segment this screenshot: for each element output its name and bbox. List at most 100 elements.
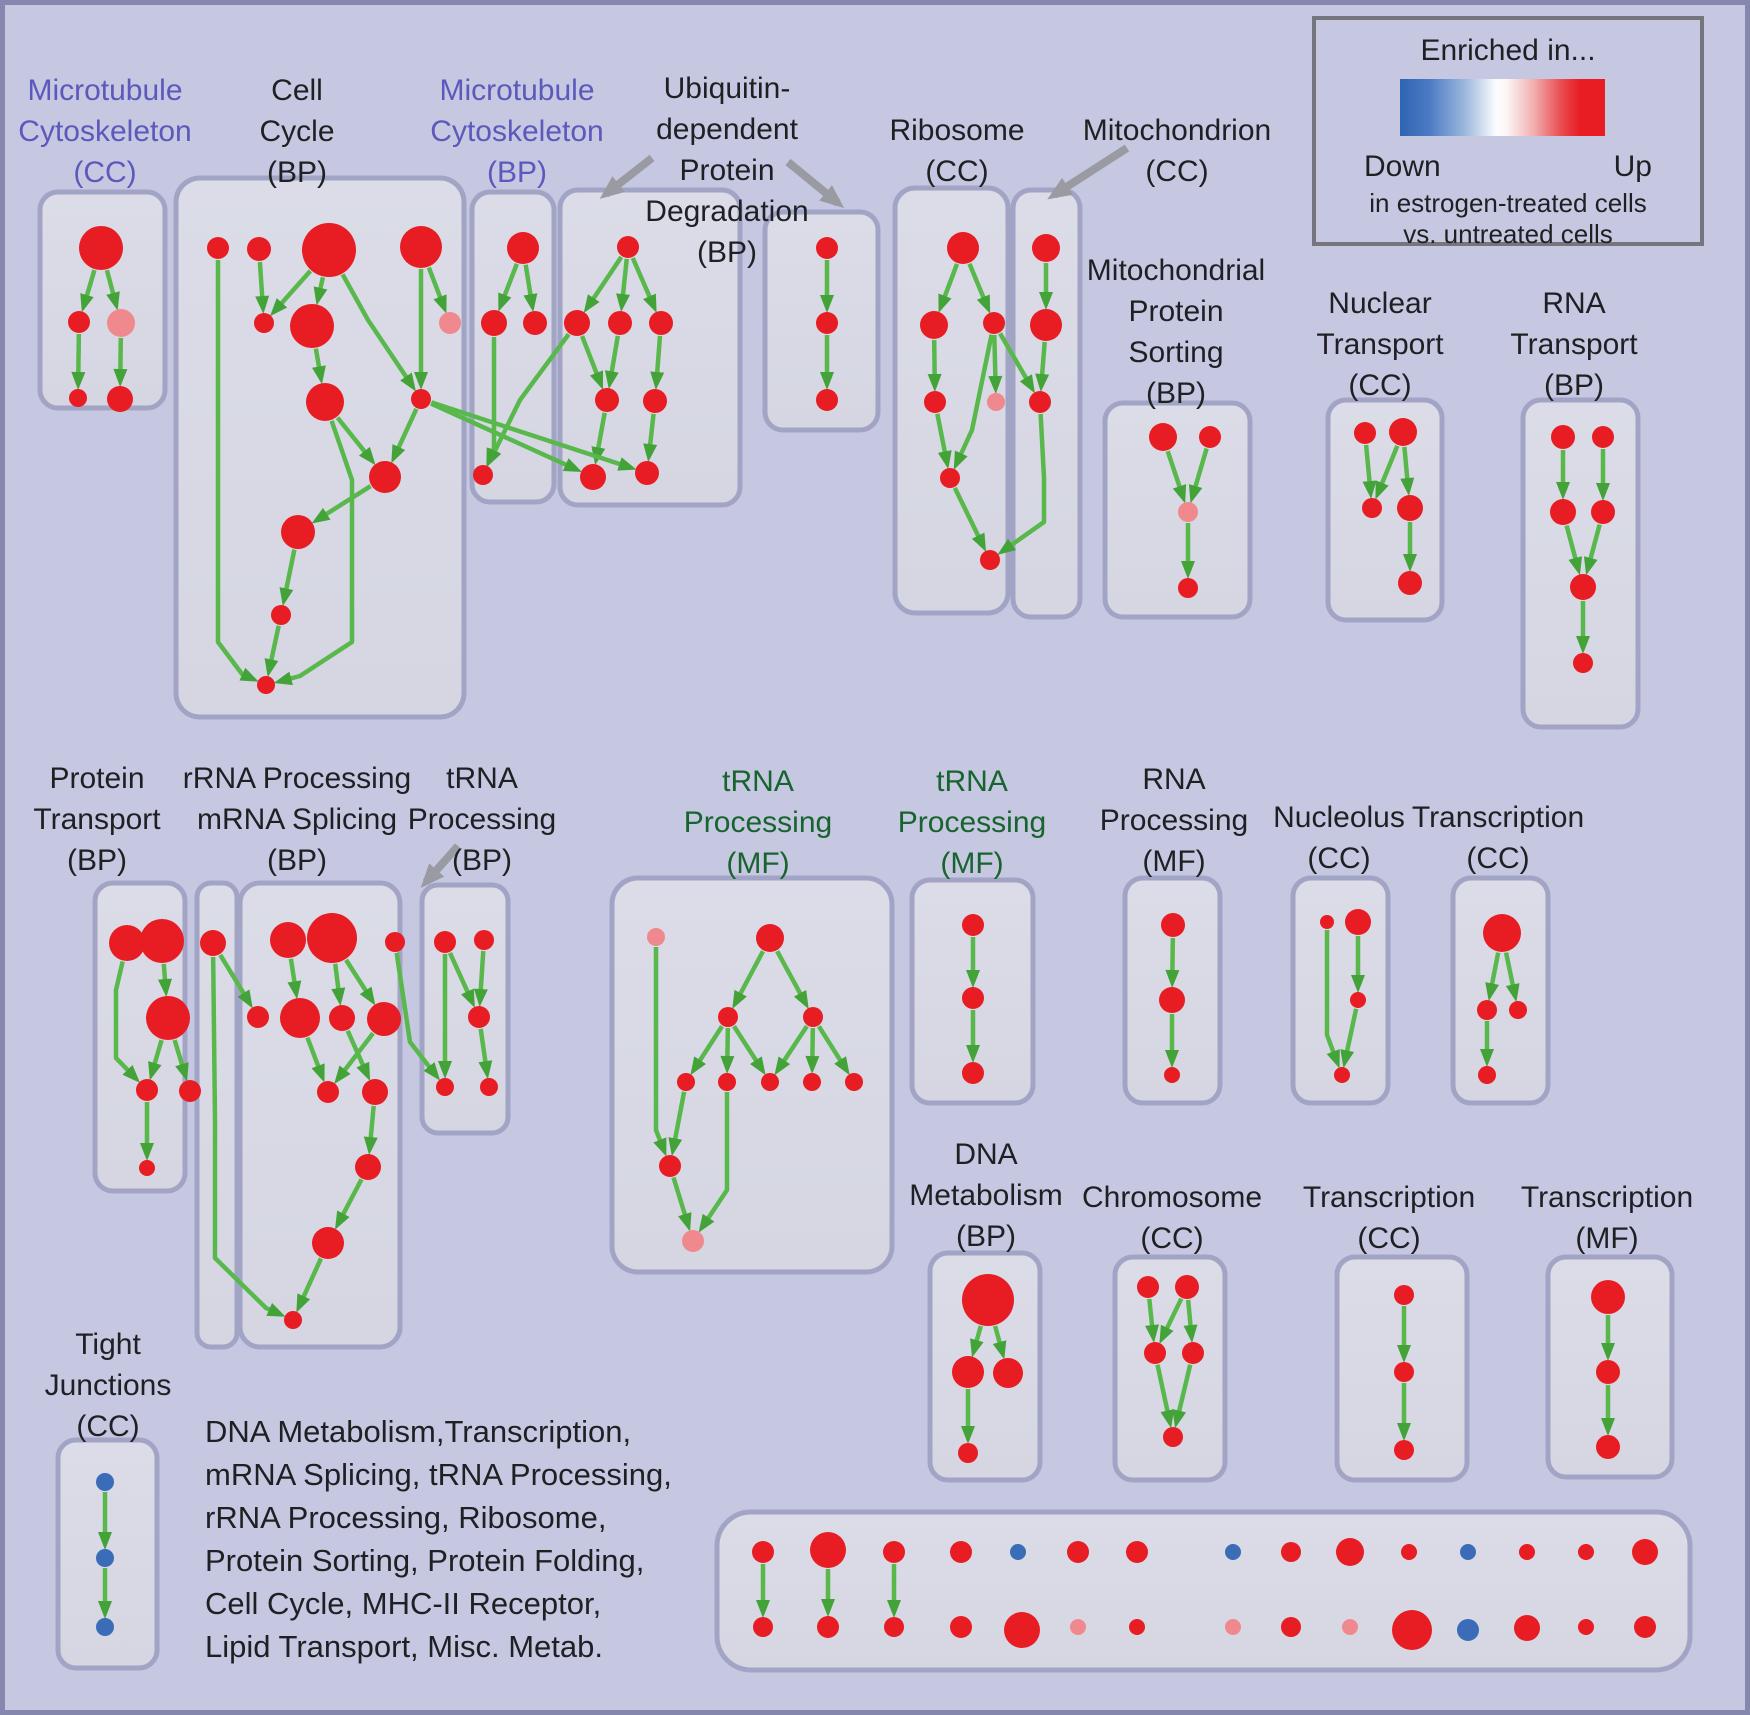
edge-arrow <box>334 1178 364 1230</box>
go-term-node <box>468 1006 490 1028</box>
edge-arrow <box>998 332 1035 394</box>
edge-arrow <box>498 263 519 312</box>
ubiquitin-arrow-right <box>785 158 845 209</box>
go-term-node <box>247 1006 269 1028</box>
go-term-node <box>987 393 1005 411</box>
edge-arrow <box>579 335 604 390</box>
edge-arrow <box>218 953 253 1009</box>
edge-arrow <box>1324 930 1340 1069</box>
go-term-node <box>756 924 784 952</box>
go-term-node <box>439 312 461 334</box>
go-term-node <box>1483 914 1521 952</box>
go-term-node <box>1457 1619 1479 1641</box>
go-term-node <box>1460 1544 1476 1560</box>
mtbp-label: Microtubule Cytoskeleton (BP) <box>430 74 604 189</box>
legend-up-label: Up <box>1613 150 1652 183</box>
trna-bp-label: tRNA Processing (BP) <box>407 762 557 877</box>
go-term-node <box>1592 426 1614 448</box>
collapsed-clusters-line: Lipid Transport, Misc. Metab. <box>205 1629 603 1664</box>
edge-arrow <box>311 484 372 524</box>
go-term-node <box>362 1079 388 1105</box>
cluster-box-rnat <box>1520 397 1641 730</box>
go-term-node <box>580 464 606 490</box>
edge-arrow <box>1165 450 1187 504</box>
go-term-node <box>411 389 431 409</box>
go-term-node <box>367 1002 401 1036</box>
go-term-node <box>761 1073 779 1091</box>
go-term-node <box>1350 992 1366 1008</box>
go-term-node <box>1334 1067 1350 1083</box>
go-term-node <box>649 311 673 335</box>
go-term-node <box>436 1078 454 1096</box>
mps-label: Mitochondrial Protein Sorting (BP) <box>1086 254 1266 410</box>
go-term-node <box>1161 913 1185 937</box>
edge-arrow <box>805 1027 820 1075</box>
go-term-node <box>96 1473 114 1491</box>
protein-transport-label: Protein Transport (BP) <box>33 762 161 877</box>
go-term-node <box>1225 1619 1241 1635</box>
go-term-node <box>950 1541 972 1563</box>
go-term-node <box>1225 1544 1241 1560</box>
transcription-cc1-label: Transcription (CC) <box>1411 801 1585 875</box>
go-term-node <box>369 461 401 493</box>
nuclear-transport-label: Nuclear Transport (CC) <box>1316 287 1444 402</box>
go-term-node <box>1178 502 1198 522</box>
go-term-node <box>635 461 659 485</box>
go-term-node <box>1159 987 1185 1013</box>
edge-arrow <box>1362 444 1377 500</box>
go-term-node <box>107 309 135 337</box>
edge-arrow <box>113 337 128 388</box>
go-term-node <box>1578 1619 1594 1635</box>
edge-arrow <box>668 1091 687 1157</box>
edge-arrow <box>953 334 994 470</box>
go-term-node <box>993 1358 1023 1388</box>
transcription-mf-label: Transcription (MF) <box>1520 1181 1694 1255</box>
go-term-node <box>1591 1280 1625 1314</box>
edge-arrow <box>312 348 326 385</box>
edge-arrow <box>313 276 328 306</box>
go-term-node <box>523 311 547 335</box>
go-term-node <box>1320 915 1334 929</box>
edge-arrow <box>296 1257 324 1313</box>
go-term-node <box>109 925 145 961</box>
go-term-node <box>139 1160 155 1176</box>
edge-arrow <box>478 1028 493 1080</box>
edge-arrow <box>671 1176 692 1232</box>
edge-arrow <box>157 963 172 998</box>
ribosome-label: Ribosome (CC) <box>889 114 1025 188</box>
go-term-node <box>136 1079 158 1101</box>
edge-arrow <box>591 412 607 466</box>
go-term-node <box>1342 1619 1358 1635</box>
go-term-node <box>810 1532 846 1568</box>
edge-arrow <box>1400 446 1415 497</box>
edge-arrow <box>1155 1364 1175 1429</box>
go-term-node <box>280 998 320 1038</box>
color-legend: Enriched in... Down Up in estrogen-treat… <box>1312 16 1704 249</box>
edge-arrow <box>71 333 86 391</box>
go-term-node <box>1281 1542 1301 1562</box>
go-term-node <box>1573 653 1593 673</box>
edge-arrow <box>473 950 488 1008</box>
cluster-box-mps <box>1102 400 1253 620</box>
go-term-node <box>958 1443 978 1463</box>
go-term-node <box>1392 1610 1432 1650</box>
go-term-node <box>1336 1538 1364 1566</box>
edge-arrow <box>523 264 538 313</box>
go-term-node <box>207 237 229 259</box>
go-term-node <box>952 1356 984 1388</box>
edge-arrow <box>1145 1298 1160 1344</box>
edge-arrow <box>1340 1008 1359 1069</box>
go-term-node <box>179 1080 201 1102</box>
edge-arrow <box>732 950 765 1010</box>
go-term-node <box>1634 1616 1656 1638</box>
go-term-node <box>983 312 1005 334</box>
go-term-node <box>1029 391 1051 413</box>
go-term-node <box>146 996 190 1040</box>
tight-junctions-label: Tight Junctions (CC) <box>44 1328 172 1443</box>
edge-arrow <box>630 257 657 313</box>
legend-subline-1: in estrogen-treated cells <box>1369 188 1647 218</box>
cluster-box-mtcc <box>37 189 168 411</box>
go-term-node <box>385 932 405 952</box>
rna-transport-label: RNA Transport (BP) <box>1510 287 1638 402</box>
